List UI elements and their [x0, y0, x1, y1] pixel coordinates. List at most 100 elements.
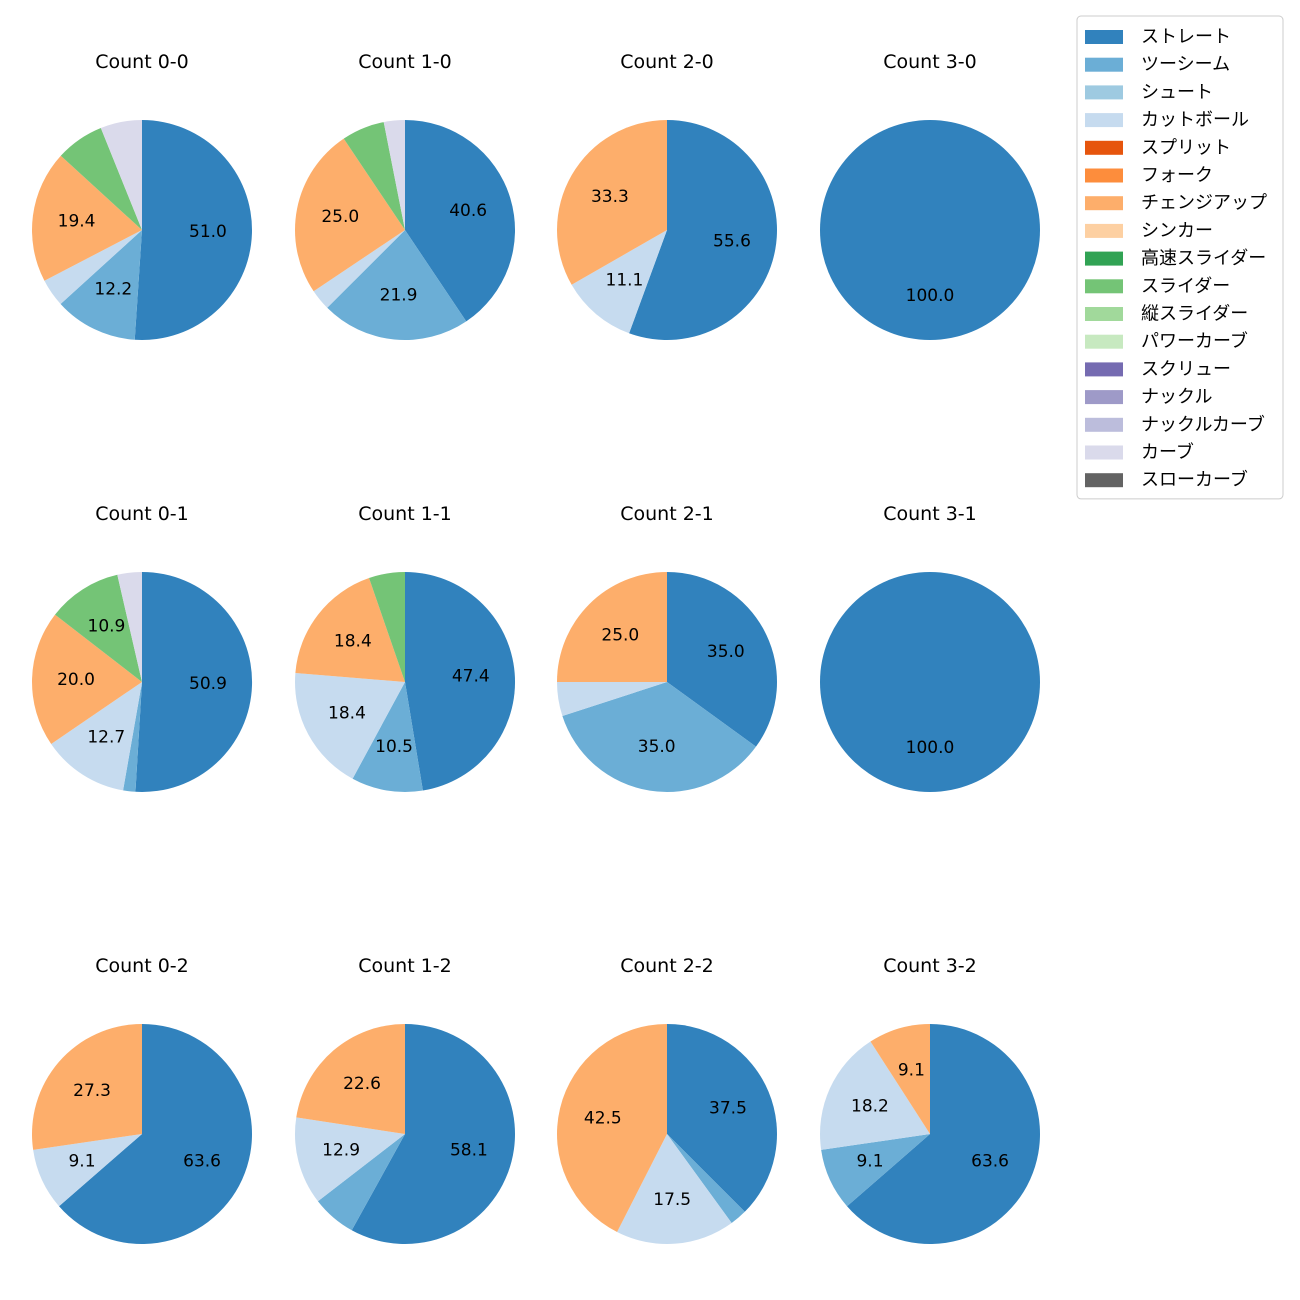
pie-panel: Count 1-1 47.4 10.5 18.4 18.4	[295, 503, 516, 793]
pie-slice-label: 50.9	[189, 674, 227, 694]
pie-slice	[847, 1024, 1041, 1244]
legend-swatch	[1085, 307, 1123, 321]
legend-item: カーブ	[1085, 441, 1194, 463]
pie-slice	[117, 572, 142, 682]
pie-slice	[44, 230, 142, 304]
pie-slice	[294, 138, 405, 292]
legend-swatch	[1085, 390, 1123, 405]
legend-label: カットボール	[1141, 110, 1249, 131]
pie-slice	[100, 120, 142, 230]
pie-slice-label: 63.6	[971, 1151, 1009, 1171]
pie-slice	[617, 1134, 732, 1245]
pie-slice	[60, 128, 143, 230]
pie-slice	[352, 682, 423, 793]
legend-item: スプリット	[1085, 137, 1231, 158]
legend-item: チェンジアップ	[1085, 193, 1267, 214]
legend-item: フォーク	[1085, 165, 1213, 186]
pie-slice-label: 10.5	[375, 737, 413, 757]
pie-panel: Count 0-2 63.6 9.1 27.3	[32, 955, 253, 1244]
pie-panels: Count 0-0 51.0 12.2 19.4 Count 1-0 40.6 21.9 25…	[32, 51, 1041, 1245]
legend-item: ナックル	[1085, 387, 1212, 408]
legend-swatch	[1085, 223, 1123, 238]
legend-swatch	[1085, 140, 1123, 155]
pie-slice-label: 35.0	[638, 737, 676, 757]
pie-slice	[296, 1024, 405, 1134]
pie-slice-label: 18.4	[334, 632, 372, 652]
pie-slice-label: 10.9	[88, 616, 126, 636]
pie-slice	[870, 1024, 930, 1134]
legend-label: ナックル	[1141, 387, 1212, 408]
legend-label: シンカー	[1141, 220, 1213, 241]
pie-slice	[629, 120, 778, 340]
legend-item: 高速スライダー	[1085, 248, 1266, 269]
pie-slice	[562, 682, 756, 793]
pie-slice-label: 19.4	[58, 211, 96, 231]
pie-title: Count 0-1	[95, 503, 189, 525]
pie-slice	[317, 1134, 405, 1231]
pie-slice-label: 11.1	[606, 270, 644, 290]
pie-panel: Count 0-0 51.0 12.2 19.4	[32, 51, 253, 341]
legend-swatch	[1085, 334, 1123, 349]
pie-slice-label: 47.4	[452, 667, 490, 687]
legend-swatch	[1085, 168, 1123, 183]
pie-slice-label: 42.5	[584, 1109, 622, 1129]
pie-slice-label: 21.9	[380, 286, 418, 306]
pie-slice	[820, 1041, 930, 1150]
pie-slice	[134, 120, 253, 341]
pie-slice-label: 25.0	[321, 207, 359, 227]
pie-slice-label: 100.0	[906, 286, 955, 306]
legend-swatch	[1085, 113, 1123, 128]
pie-slice-label: 18.4	[328, 703, 366, 723]
legend-label: スライダー	[1141, 276, 1230, 297]
pie-slice	[557, 1024, 667, 1233]
pie-panel: Count 2-0 55.6 11.1 33.3	[556, 51, 778, 340]
pie-slice	[571, 230, 667, 334]
legend: ストレートツーシームシュートカットボールスプリットフォークチェンジアップシンカー…	[1076, 15, 1284, 500]
pie-slice-label: 40.6	[449, 201, 487, 221]
pie-title: Count 2-1	[620, 503, 714, 525]
pie-title: Count 3-1	[883, 503, 977, 525]
legend-item: スクリュー	[1085, 359, 1231, 380]
pie-slice	[351, 1024, 516, 1244]
pie-slice	[313, 230, 405, 308]
legend-label: スクリュー	[1141, 359, 1231, 380]
pie-slice-label: 55.6	[713, 232, 751, 252]
legend-label: ナックルカーブ	[1141, 413, 1265, 435]
legend-label: スプリット	[1141, 137, 1231, 158]
pie-slice-label: 9.1	[68, 1152, 95, 1172]
pie-slice-label: 100.0	[906, 738, 955, 758]
pie-slice	[51, 682, 142, 791]
legend-item: 縦スライダー	[1085, 304, 1248, 325]
pie-slice-label: 12.9	[322, 1141, 360, 1161]
pie-title: Count 2-2	[620, 955, 714, 977]
pie-slice	[383, 120, 405, 230]
legend-label: フォーク	[1141, 165, 1213, 186]
pie-slice-label: 27.3	[73, 1081, 111, 1101]
pie-slice	[405, 572, 516, 791]
legend-item: ストレート	[1085, 27, 1231, 48]
pie-slice-label: 25.0	[601, 625, 639, 645]
legend-item: カットボール	[1085, 110, 1249, 131]
legend-label: シュート	[1141, 82, 1213, 103]
pie-slice	[59, 1024, 253, 1244]
legend-swatch	[1085, 57, 1123, 72]
pie-slice-label: 12.7	[87, 727, 125, 747]
pie-slice-label: 20.0	[57, 670, 95, 690]
legend-frame	[1076, 15, 1284, 500]
pie-panel: Count 3-2 63.6 9.1 18.2 9.1	[820, 955, 1041, 1244]
pie-slice	[557, 572, 667, 682]
pie-panel: Count 1-2 58.1 12.9 22.6	[294, 955, 516, 1244]
legend-label: 高速スライダー	[1141, 248, 1266, 269]
legend-label: ツーシーム	[1141, 54, 1230, 75]
pie-slice	[135, 572, 253, 792]
pie-title: Count 3-0	[883, 51, 977, 73]
legend-swatch	[1085, 417, 1123, 432]
pie-title: Count 2-0	[620, 51, 714, 73]
legend-swatch	[1085, 85, 1123, 100]
legend-swatch	[1085, 279, 1123, 294]
pie-slice	[667, 1024, 777, 1212]
pie-slice-label: 9.1	[898, 1061, 925, 1081]
legend-item: パワーカーブ	[1085, 330, 1248, 352]
pie-slice	[820, 120, 1040, 340]
